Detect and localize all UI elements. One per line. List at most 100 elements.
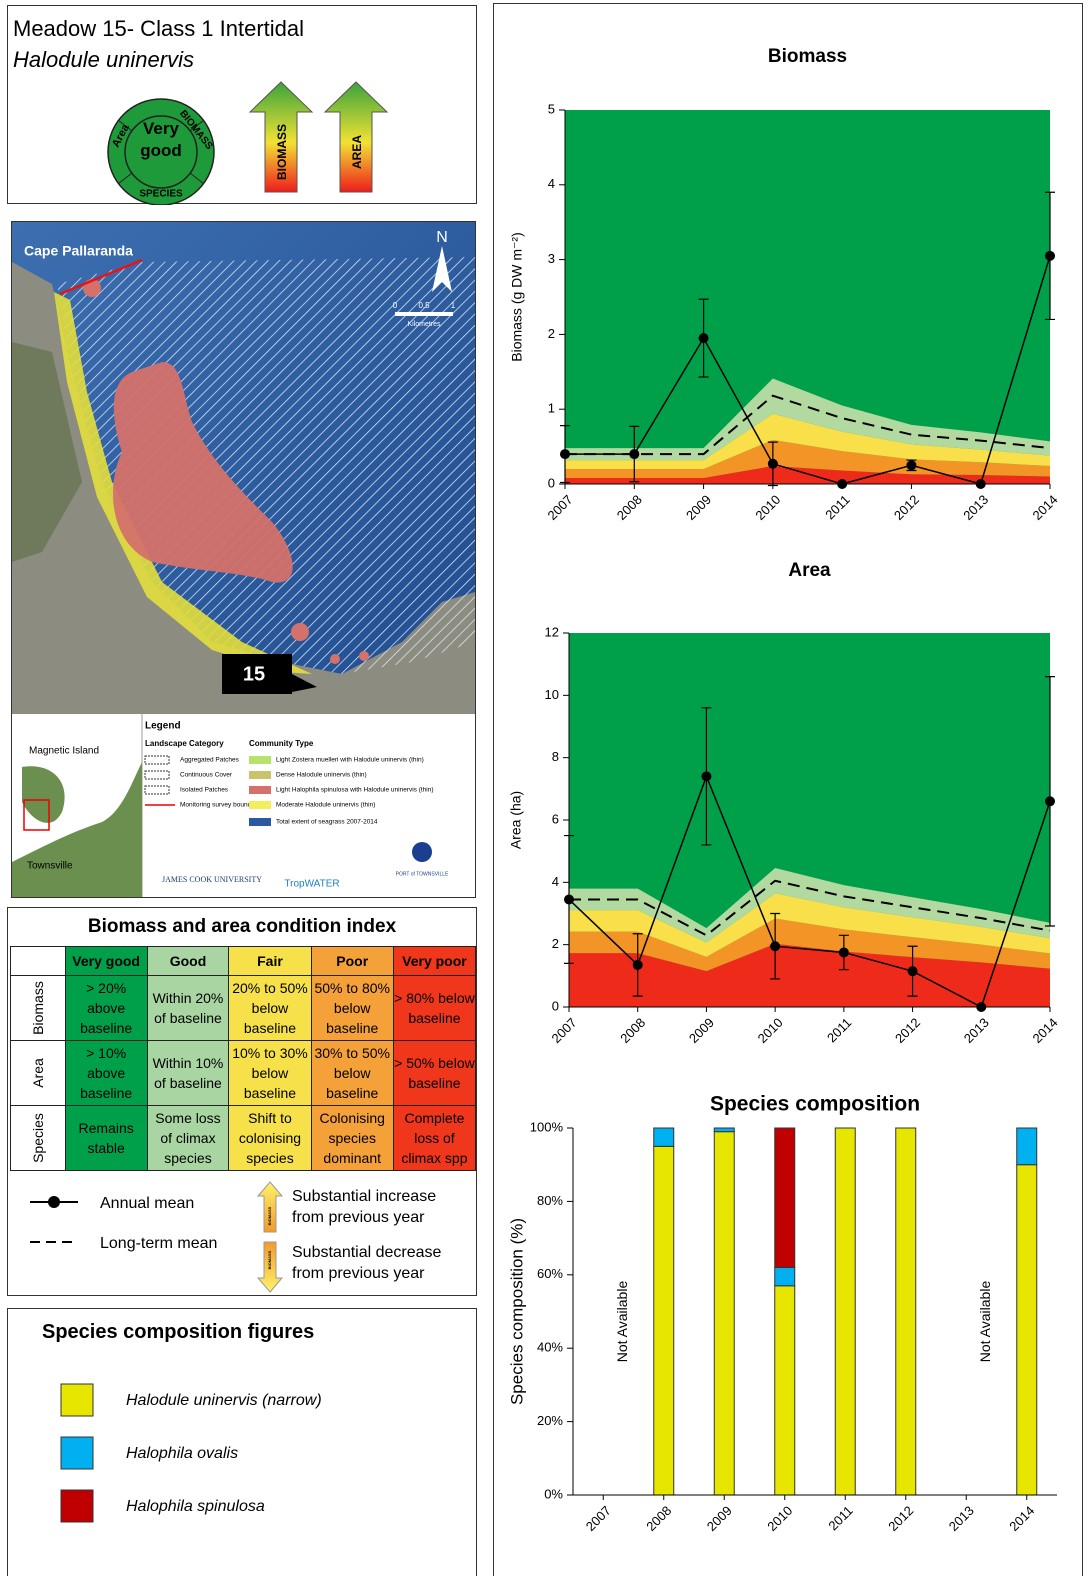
legend-heading: Landscape Category	[145, 739, 224, 748]
legend-swatch	[249, 801, 271, 809]
table-cell: Remains stable	[65, 1106, 147, 1171]
header-panel: Meadow 15- Class 1 Intertidal Halodule u…	[7, 5, 477, 204]
page: Meadow 15- Class 1 Intertidal Halodule u…	[0, 0, 1089, 1576]
grade-box: Very good	[126, 118, 196, 168]
change-label: Substantial increase from previous year	[292, 1186, 462, 1228]
row-header-cell: Area	[11, 1041, 66, 1106]
logo: PORT of TOWNSVILLE	[396, 871, 449, 877]
legend-label: Halodule uninervis (narrow)	[126, 1392, 322, 1409]
species-legend: Halodule uninervis (narrow) Halophila ova…	[8, 1364, 478, 1576]
row-label: Area	[28, 1046, 48, 1100]
scale-tick: 0.5	[418, 301, 430, 310]
place-label: Cape Pallaranda	[24, 243, 133, 259]
column-header: Poor	[311, 947, 393, 976]
legend-label: Total extent of seagrass 2007-2014	[276, 819, 378, 826]
scale-tick: 0	[393, 301, 398, 310]
chart-panel	[493, 3, 1083, 1576]
table-cell: Shift to colonising species	[229, 1106, 311, 1171]
legend-icon	[145, 786, 169, 794]
trend-arrow-label: BIOMASS	[275, 124, 289, 180]
place-label: Townsville	[27, 861, 73, 872]
row-label: Species	[28, 1111, 48, 1165]
arrow-label: BIOMASS	[267, 1206, 272, 1225]
meadow-id: 15	[243, 663, 265, 685]
logo: JAMES COOK UNIVERSITY	[162, 875, 262, 884]
table-cell: 10% to 30% below baseline	[229, 1041, 311, 1106]
table-cell: Within 20% of baseline	[147, 976, 229, 1041]
legend-label: Annual mean	[100, 1195, 194, 1212]
table-cell: Some loss of climax species	[147, 1106, 229, 1171]
arrow-label: BIOMASS	[267, 1250, 272, 1269]
map-panel: Cape Pallaranda N 0 0.5 1 Kilometres 15 …	[11, 221, 476, 898]
change-box: Substantial decrease from previous year	[292, 1242, 478, 1290]
legend-swatch	[249, 818, 271, 826]
table-cell: > 50% below baseline	[393, 1041, 475, 1106]
logo-mark	[412, 842, 432, 862]
condition-panel: Biomass and area condition index Very go…	[7, 907, 477, 1296]
seagrass-patch	[330, 654, 340, 664]
row-label: Biomass	[28, 981, 48, 1035]
place-label: Magnetic Island	[29, 746, 99, 757]
table-cell: Complete loss of climax spp	[393, 1106, 475, 1171]
legend-label: Moderate Halodule uninervis (thin)	[276, 802, 375, 809]
header-graphics: Area BIOMASS SPECIES Very good BIOMASS A…	[8, 6, 478, 205]
legend-label: Light Zostera muelleri with Halodule uni…	[276, 757, 424, 764]
table-cell: > 80% below baseline	[393, 976, 475, 1041]
column-header: Very good	[65, 947, 147, 976]
grade: Very good	[131, 118, 191, 162]
row-header-cell: Species	[11, 1106, 66, 1171]
legend-label: Long-term mean	[100, 1235, 217, 1252]
column-header: Good	[147, 947, 229, 976]
legend-label: Halophila ovalis	[126, 1445, 238, 1462]
legend-icon	[145, 756, 169, 764]
table-cell: Colonising species dominant	[311, 1106, 393, 1171]
condition-legend: Annual mean Long-term mean BIOMASS BIOMA…	[8, 1174, 478, 1294]
logo: TropWATER	[284, 879, 339, 890]
legend-swatch	[61, 1437, 93, 1469]
species-legend-panel: Species composition figures Halodule uni…	[7, 1308, 477, 1576]
legend-heading: Community Type	[249, 739, 314, 748]
table-corner	[11, 947, 66, 976]
legend-swatch	[61, 1490, 93, 1522]
legend-label: Light Halophila spinulosa with Halodule …	[276, 787, 434, 794]
legend-label: Monitoring survey boundary	[180, 802, 261, 809]
ring-label: SPECIES	[139, 189, 183, 200]
table-cell: > 10% above baseline	[65, 1041, 147, 1106]
legend-title: Legend	[145, 721, 181, 732]
legend-swatch	[61, 1384, 93, 1416]
condition-title: Biomass and area condition index	[8, 916, 476, 938]
species-legend-title: Species composition figures	[42, 1321, 314, 1344]
north-label: N	[436, 229, 448, 246]
legend-label: Dense Halodule uninervis (thin)	[276, 772, 367, 779]
map: Cape Pallaranda N 0 0.5 1 Kilometres 15 …	[12, 222, 475, 897]
column-header: Fair	[229, 947, 311, 976]
scale-bar	[395, 312, 453, 316]
legend-label: Halophila spinulosa	[126, 1498, 265, 1515]
legend-marker	[48, 1196, 60, 1208]
seagrass-patch	[359, 651, 369, 661]
table-cell: Within 10% of baseline	[147, 1041, 229, 1106]
legend-label: Isolated Patches	[180, 787, 229, 794]
change-box: Substantial increase from previous year	[292, 1186, 478, 1234]
table-cell: > 20% above baseline	[65, 976, 147, 1041]
legend-icon	[145, 771, 169, 779]
table-cell: 50% to 80% below baseline	[311, 976, 393, 1041]
table-cell: 20% to 50% below baseline	[229, 976, 311, 1041]
legend-swatch	[249, 756, 271, 764]
trend-arrow-label: AREA	[350, 135, 364, 169]
legend-swatch	[249, 786, 271, 794]
scale-unit: Kilometres	[407, 321, 441, 328]
seagrass-patch	[291, 623, 309, 641]
row-header-cell: Biomass	[11, 976, 66, 1041]
scale-tick: 1	[451, 301, 456, 310]
legend-label: Aggregated Patches	[180, 757, 240, 764]
table-cell: 30% to 50% below baseline	[311, 1041, 393, 1106]
legend-label: Continuous Cover	[180, 772, 233, 779]
legend-swatch	[249, 771, 271, 779]
column-header: Very poor	[393, 947, 475, 976]
